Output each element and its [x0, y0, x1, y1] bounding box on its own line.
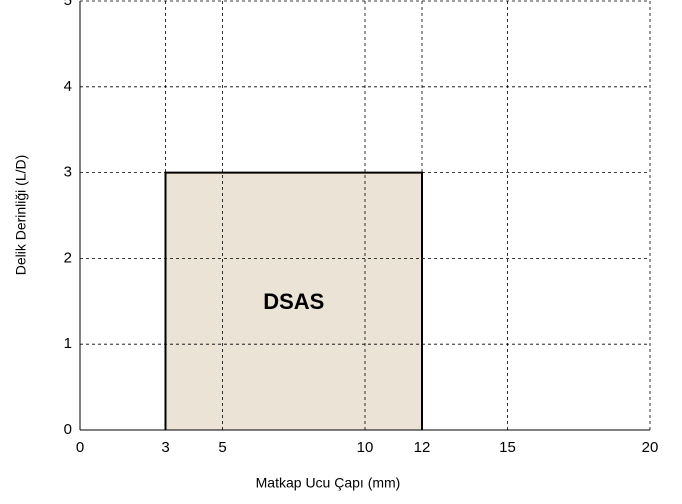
- x-tick-label: 5: [218, 439, 226, 456]
- y-tick-label: 4: [64, 78, 72, 95]
- x-axis-label: Matkap Ucu Çapı (mm): [256, 475, 401, 491]
- x-tick-label: 20: [642, 439, 659, 456]
- x-tick-label: 3: [161, 439, 169, 456]
- region-label: DSAS: [263, 289, 324, 314]
- y-axis-label: Delik Derinliği (L/D): [13, 155, 29, 276]
- x-tick-label: 10: [357, 439, 374, 456]
- region-outline: [164, 171, 423, 430]
- region: [165, 172, 422, 430]
- x-tick-label: 12: [414, 439, 431, 456]
- y-tick-label: 1: [64, 335, 72, 352]
- x-tick-label: 0: [76, 439, 84, 456]
- y-tick-label: 0: [64, 421, 72, 438]
- y-tick-label: 5: [64, 0, 72, 9]
- y-tick-label: 3: [64, 164, 72, 181]
- y-tick-label: 2: [64, 249, 72, 266]
- x-tick-label: 15: [499, 439, 516, 456]
